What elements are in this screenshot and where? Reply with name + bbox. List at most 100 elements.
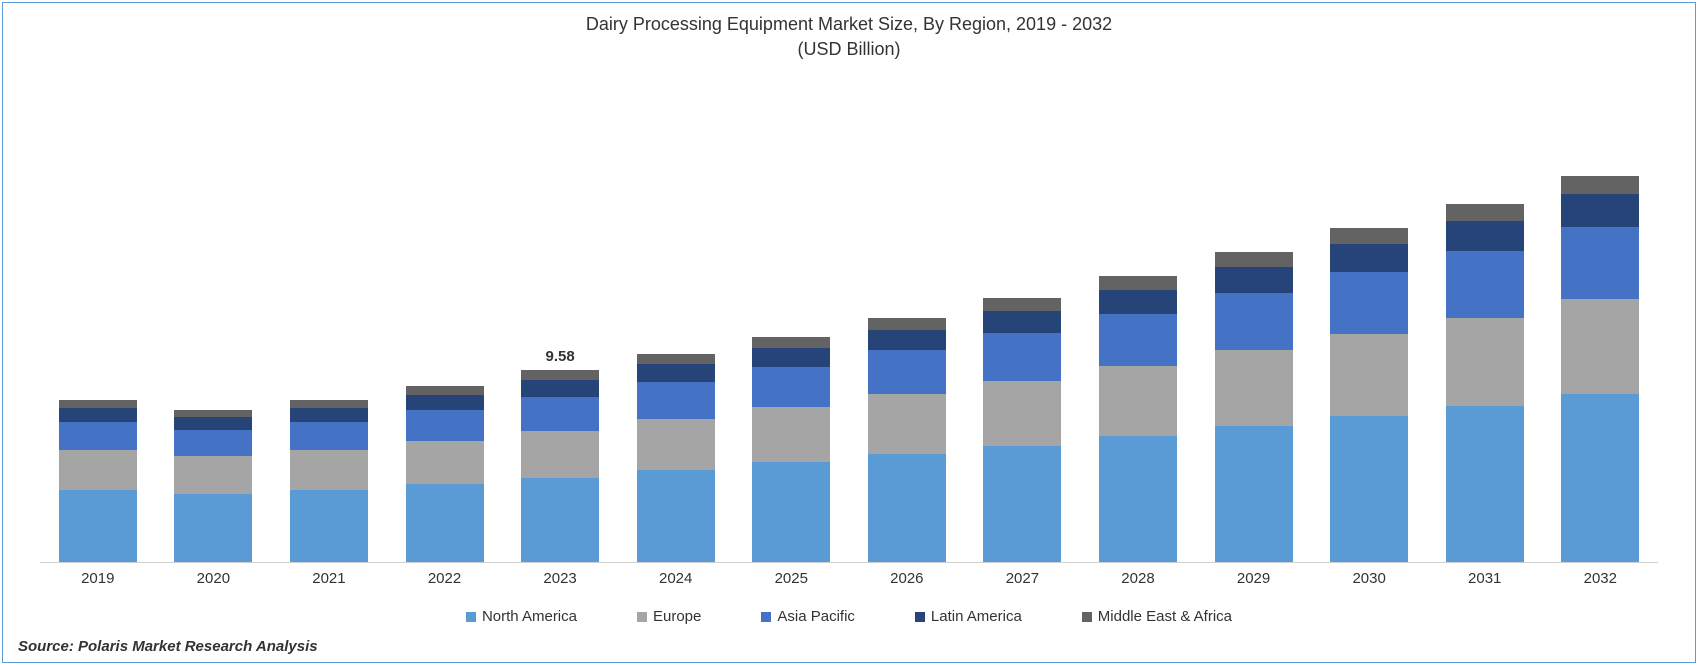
plot-area: 9.58 20192020202120222023202420252026202… bbox=[40, 72, 1658, 593]
bar-segment bbox=[406, 395, 484, 410]
bars-area: 9.58 bbox=[40, 92, 1658, 563]
x-axis-labels: 2019202020212022202320242025202620272028… bbox=[40, 563, 1658, 593]
bar-segment bbox=[752, 462, 830, 562]
bar-segment bbox=[406, 441, 484, 484]
legend-swatch bbox=[1082, 612, 1092, 622]
x-axis-label: 2024 bbox=[618, 570, 734, 587]
x-axis-label: 2020 bbox=[156, 570, 272, 587]
legend-swatch bbox=[637, 612, 647, 622]
bar-segment bbox=[290, 490, 368, 562]
legend-label: Asia Pacific bbox=[777, 608, 855, 625]
legend-swatch bbox=[915, 612, 925, 622]
bar-segment bbox=[1446, 406, 1524, 562]
source-attribution: Source: Polaris Market Research Analysis bbox=[18, 638, 318, 655]
bar-group bbox=[849, 92, 965, 562]
bar-stack bbox=[1215, 252, 1293, 562]
legend-label: Middle East & Africa bbox=[1098, 608, 1232, 625]
bar-group bbox=[733, 92, 849, 562]
legend-item: Asia Pacific bbox=[761, 608, 855, 625]
bar-segment bbox=[637, 354, 715, 364]
bar-stack bbox=[1330, 228, 1408, 562]
bar-segment bbox=[868, 318, 946, 330]
bar-segment bbox=[752, 407, 830, 462]
bar-segment bbox=[59, 422, 137, 450]
bar-segment bbox=[1099, 276, 1177, 290]
bar-segment bbox=[868, 330, 946, 350]
legend-item: Middle East & Africa bbox=[1082, 608, 1232, 625]
x-axis-label: 2031 bbox=[1427, 570, 1543, 587]
bar-stack bbox=[637, 354, 715, 562]
bar-segment bbox=[983, 333, 1061, 381]
bar-stack bbox=[1099, 276, 1177, 562]
bar-segment bbox=[1099, 436, 1177, 562]
legend-item: Latin America bbox=[915, 608, 1022, 625]
bar-segment bbox=[1446, 221, 1524, 251]
bar-segment bbox=[290, 450, 368, 490]
bar-segment bbox=[868, 394, 946, 454]
bar-segment bbox=[868, 454, 946, 562]
bar-segment bbox=[174, 430, 252, 456]
x-axis-label: 2021 bbox=[271, 570, 387, 587]
bar-stack bbox=[174, 410, 252, 562]
chart-container: Dairy Processing Equipment Market Size, … bbox=[20, 12, 1678, 625]
bar-segment bbox=[752, 337, 830, 348]
bar-segment bbox=[290, 422, 368, 450]
data-label: 9.58 bbox=[545, 348, 574, 365]
bar-group bbox=[156, 92, 272, 562]
bar-segment bbox=[290, 400, 368, 408]
bar-group bbox=[965, 92, 1081, 562]
bar-segment bbox=[521, 431, 599, 478]
legend: North America Europe Asia Pacific Latin Ame… bbox=[20, 608, 1678, 625]
x-axis-label: 2030 bbox=[1311, 570, 1427, 587]
bar-segment bbox=[174, 456, 252, 494]
bar-stack bbox=[983, 298, 1061, 562]
bar-group bbox=[1543, 92, 1659, 562]
bar-group bbox=[1427, 92, 1543, 562]
bar-segment bbox=[983, 381, 1061, 446]
bar-segment bbox=[983, 298, 1061, 311]
bar-segment bbox=[1561, 299, 1639, 394]
bar-segment bbox=[752, 348, 830, 367]
bar-segment bbox=[868, 350, 946, 394]
bar-segment bbox=[1330, 228, 1408, 244]
bar-segment bbox=[521, 397, 599, 431]
x-axis-label: 2028 bbox=[1080, 570, 1196, 587]
bar-segment bbox=[983, 311, 1061, 333]
bar-segment bbox=[1330, 416, 1408, 562]
bar-segment bbox=[1215, 252, 1293, 267]
legend-label: Europe bbox=[653, 608, 701, 625]
legend-label: North America bbox=[482, 608, 577, 625]
x-axis-label: 2025 bbox=[733, 570, 849, 587]
x-axis-label: 2032 bbox=[1543, 570, 1659, 587]
chart-title: Dairy Processing Equipment Market Size, … bbox=[20, 12, 1678, 62]
x-axis-label: 2019 bbox=[40, 570, 156, 587]
bar-stack bbox=[1446, 204, 1524, 562]
bar-stack bbox=[290, 400, 368, 562]
bar-segment bbox=[1099, 366, 1177, 436]
bar-segment bbox=[1330, 244, 1408, 272]
x-axis-label: 2029 bbox=[1196, 570, 1312, 587]
chart-title-line1: Dairy Processing Equipment Market Size, … bbox=[20, 12, 1678, 37]
bar-segment bbox=[174, 494, 252, 562]
bar-segment bbox=[1446, 251, 1524, 318]
bar-segment bbox=[290, 408, 368, 422]
legend-swatch bbox=[761, 612, 771, 622]
bar-group bbox=[1311, 92, 1427, 562]
bar-stack bbox=[752, 337, 830, 562]
bar-segment bbox=[1330, 272, 1408, 334]
bar-segment bbox=[1446, 318, 1524, 406]
bar-segment bbox=[406, 386, 484, 395]
bar-segment bbox=[59, 400, 137, 408]
bar-group bbox=[1196, 92, 1312, 562]
bar-segment bbox=[1561, 194, 1639, 226]
x-axis-label: 2027 bbox=[965, 570, 1081, 587]
bar-group bbox=[271, 92, 387, 562]
bar-segment bbox=[637, 419, 715, 470]
bar-group bbox=[618, 92, 734, 562]
bar-segment bbox=[521, 478, 599, 562]
bar-segment bbox=[174, 410, 252, 417]
bar-segment bbox=[59, 490, 137, 562]
bar-segment bbox=[1446, 204, 1524, 221]
chart-title-line2: (USD Billion) bbox=[20, 37, 1678, 62]
bar-group bbox=[40, 92, 156, 562]
